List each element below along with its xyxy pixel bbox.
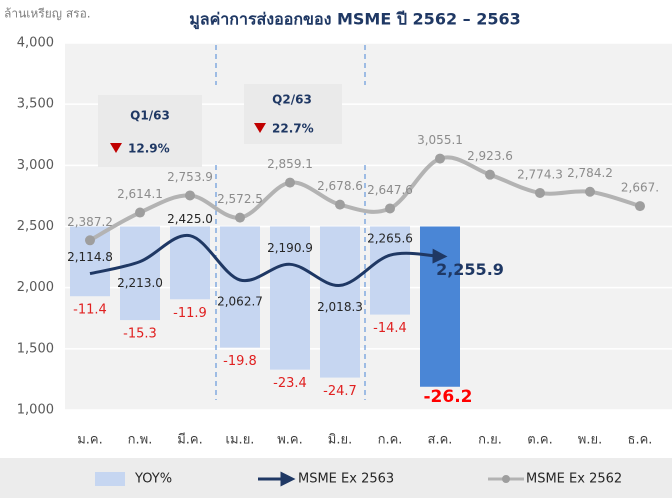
legend-label: MSME Ex 2563	[298, 472, 394, 487]
annotation-text: 22.7%	[272, 122, 314, 136]
point	[235, 212, 245, 223]
data-label: 2,614.1	[117, 187, 163, 201]
bar	[320, 226, 360, 378]
data-label: -11.9	[173, 306, 207, 321]
down-indicator	[110, 143, 122, 153]
x-tick-label: มี.ค.	[177, 432, 203, 448]
y-tick-label: 1,000	[17, 403, 54, 418]
bar	[220, 226, 260, 348]
data-label: 2,255.9	[436, 260, 504, 279]
chart-title: มูลค่าการส่งออกของ MSME ปี 2562 – 2563	[189, 10, 521, 31]
y-tick-label: 3,500	[17, 97, 54, 112]
data-label: 2,667.	[621, 181, 659, 195]
legend-label: YOY%	[134, 472, 172, 487]
data-label: 2,923.6	[467, 149, 513, 163]
data-label: 2,114.8	[67, 250, 113, 264]
data-label: -23.4	[273, 376, 307, 391]
legend-swatch	[502, 475, 510, 483]
annotation-text: 12.9%	[128, 142, 170, 156]
point	[485, 169, 495, 180]
x-tick-label: พ.ค.	[277, 433, 303, 448]
y-tick-label: 3,000	[17, 158, 54, 173]
x-tick-label: ต.ค.	[527, 433, 552, 448]
x-tick-label: ก.ค.	[378, 433, 403, 448]
data-label: -19.8	[223, 354, 257, 369]
y-tick-label: 2,000	[17, 280, 54, 295]
data-label: -14.4	[373, 321, 407, 336]
annotation-title: Q1/63	[130, 109, 170, 123]
data-label: -11.4	[73, 303, 107, 318]
data-label: 2,753.9	[167, 170, 213, 184]
point	[435, 153, 445, 164]
bar	[270, 226, 310, 370]
point	[635, 201, 645, 212]
point	[335, 199, 345, 210]
x-tick-label: พ.ย.	[578, 433, 602, 448]
data-label: 2,784.2	[567, 166, 613, 180]
data-label: 2,387.2	[67, 215, 113, 229]
legend-swatch	[95, 472, 125, 486]
x-tick-label: ส.ค.	[428, 433, 453, 448]
x-tick-label: มิ.ย.	[328, 433, 352, 448]
y-axis-label: ล้านเหรียญ สรอ.	[4, 7, 91, 21]
data-label: -26.2	[424, 387, 473, 407]
annotation-box	[244, 84, 342, 144]
point	[135, 207, 145, 218]
annotation-box	[98, 95, 202, 167]
x-tick-label: เม.ย.	[226, 433, 255, 448]
bar	[370, 226, 410, 315]
x-tick-label: ก.ย.	[478, 433, 502, 448]
y-tick-label: 4,000	[17, 36, 54, 51]
data-label: 2,213.0	[117, 276, 163, 290]
point	[285, 177, 295, 188]
y-tick-label: 1,500	[17, 341, 54, 356]
data-label: 2,425.0	[167, 212, 213, 226]
data-label: -24.7	[323, 384, 357, 399]
x-tick-label: ธ.ค.	[628, 433, 653, 448]
down-indicator	[254, 123, 266, 133]
line	[89, 234, 448, 287]
bar	[120, 226, 160, 321]
point	[85, 235, 95, 246]
y-tick-label: 2,500	[17, 219, 54, 234]
data-label: 2,265.6	[367, 232, 413, 246]
point	[585, 186, 595, 197]
bar	[420, 226, 460, 387]
data-label: 2,190.9	[267, 241, 313, 255]
x-tick-label: ก.พ.	[128, 433, 153, 448]
data-label: 3,055.1	[417, 133, 463, 147]
data-label: 2,062.7	[217, 294, 263, 308]
x-tick-label: ม.ค.	[77, 433, 103, 448]
point	[535, 187, 545, 198]
data-label: 2,572.5	[217, 192, 263, 206]
point	[385, 203, 395, 214]
data-label: 2,859.1	[267, 157, 313, 171]
data-label: 2,647.6	[367, 183, 413, 197]
legend-label: MSME Ex 2562	[526, 472, 622, 487]
data-label: 2,018.3	[317, 300, 363, 314]
data-label: 2,774.3	[517, 167, 563, 181]
point	[185, 190, 195, 201]
data-label: 2,678.6	[317, 179, 363, 193]
annotation-title: Q2/63	[272, 93, 312, 107]
data-label: -15.3	[123, 327, 157, 342]
